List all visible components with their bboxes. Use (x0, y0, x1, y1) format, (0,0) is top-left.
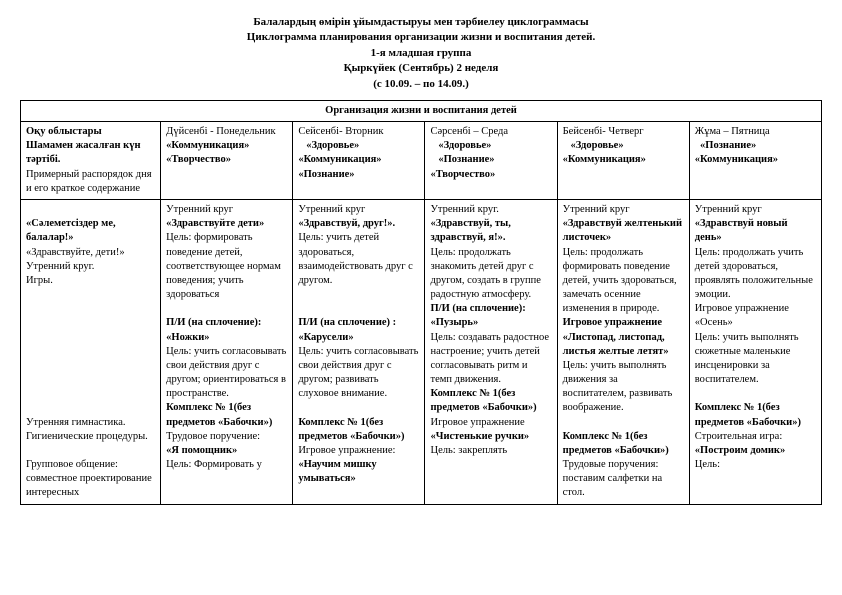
mon-a: Утренний круг (166, 204, 233, 215)
tue-c: Цель: учить детей здороваться, взаимодей… (298, 232, 413, 286)
header-line-3: 1-я младшая группа (20, 46, 822, 61)
thu-f: Цель: учить выполнять движения за воспит… (563, 360, 673, 414)
tue-title: Сейсенбі- Вторник (298, 126, 383, 137)
thu-d2: «Коммуникация» (563, 154, 646, 165)
org-title: Организация жизни и воспитания детей (21, 100, 822, 121)
schedule-table: Организация жизни и воспитания детей Оқу… (20, 100, 822, 505)
mon-e: «Ножки» (166, 332, 209, 343)
left-p2: «Здравствуйте, дети!» (26, 247, 125, 258)
col-header-tue: Сейсенбі- Вторник «Здоровье» «Коммуникац… (293, 122, 425, 200)
wed-g: Комплекс № 1(без предметов «Бабочки») (430, 388, 536, 413)
tue-d3: «Познание» (298, 169, 354, 180)
wed-j: Цель: закреплять (430, 445, 507, 456)
thu-g: Комплекс № 1(без предметов «Бабочки») (563, 431, 669, 456)
fri-g: Комплекс № 1(без предметов «Бабочки») (695, 402, 801, 427)
mon-c: Цель: формировать поведение детей, соотв… (166, 232, 281, 300)
header-line-4: Қыркүйек (Сентябрь) 2 неделя (20, 61, 822, 76)
mon-f: Цель: учить согласовывать свои действия … (166, 346, 286, 400)
col-header-fri: Жұма – Пятница «Познание» «Коммуникация» (689, 122, 821, 200)
left-p6: Гигиенические процедуры. (26, 431, 148, 442)
mon-j: Цель: Формировать у (166, 459, 262, 470)
thu-b: «Здравствуй желтенький листочек» (563, 218, 682, 243)
mon-g: Комплекс № 1(без предметов «Бабочки») (166, 402, 272, 427)
wed-cell: Утренний круг. «Здравствуй, ты, здравств… (425, 199, 557, 504)
document-header: Балалардың өмірін ұйымдастыруы мен тәрби… (20, 15, 822, 92)
tue-f: Цель: учить согласовывать свои действия … (298, 346, 418, 400)
h3: Примерный распорядок дня и его краткое с… (26, 169, 152, 194)
wed-a: Утренний круг. (430, 204, 498, 215)
fri-a: Утренний круг (695, 204, 762, 215)
mon-d1: «Коммуникация» (166, 140, 249, 151)
wed-d: П/И (на сплочение): (430, 303, 525, 314)
col-header-wed: Сәрсенбі – Среда «Здоровье» «Познание» «… (425, 122, 557, 200)
wed-h: Игровое упражнение (430, 417, 524, 428)
wed-d1: «Здоровье» (438, 140, 491, 151)
fri-d1: «Познание» (700, 140, 756, 151)
thu-cell: Утренний круг «Здравствуй желтенький лис… (557, 199, 689, 504)
header-line-1: Балалардың өмірін ұйымдастыруы мен тәрби… (20, 15, 822, 30)
mon-title: Дүйсенбі - Понедельник (166, 126, 275, 137)
tue-e: «Карусели» (298, 332, 353, 343)
mon-d2: «Творчество» (166, 154, 231, 165)
wed-c: Цель: продолжать знакомить детей друг с … (430, 247, 540, 301)
mon-h: Трудовое поручение: (166, 431, 260, 442)
fri-title: Жұма – Пятница (695, 126, 770, 137)
left-p5: Утренняя гимнастика. (26, 417, 126, 428)
h2: Шамамен жасалған күн тәртібі. (26, 140, 141, 165)
tue-h: Игровое упражнение: (298, 445, 395, 456)
thu-h: Трудовые поручения: поставим салфетки на… (563, 459, 662, 498)
h1: Оқу облыстары (26, 126, 102, 137)
fri-j: Цель: (695, 459, 720, 470)
wed-e: «Пузырь» (430, 317, 478, 328)
thu-title: Бейсенбі- Четверг (563, 126, 644, 137)
wed-d2: «Познание» (438, 154, 494, 165)
header-line-5: (с 10.09. – по 14.09.) (20, 77, 822, 92)
fri-i: «Построим домик» (695, 445, 785, 456)
tue-g: Комплекс № 1(без предметов «Бабочки») (298, 417, 404, 442)
tue-i: «Научим мишку умываться» (298, 459, 376, 484)
thu-d: Игровое упражнение (563, 317, 662, 328)
wed-d3: «Творчество» (430, 169, 495, 180)
table-title-row: Организация жизни и воспитания детей (21, 100, 822, 121)
thu-c: Цель: продолжать формировать поведение д… (563, 247, 677, 315)
left-p4: Игры. (26, 275, 53, 286)
fri-d: Игровое упражнение «Осень» (695, 303, 789, 328)
tue-cell: Утренний круг «Здравствуй, друг!». Цель:… (293, 199, 425, 504)
col-header-thu: Бейсенбі- Четверг «Здоровье» «Коммуникац… (557, 122, 689, 200)
left-p1: «Сәлеметсіздер ме, балалар!» (26, 218, 116, 243)
wed-i: «Чистенькие ручки» (430, 431, 529, 442)
fri-h: Строительная игра: (695, 431, 782, 442)
fri-e: Цель: учить выполнять сюжетные маленькие… (695, 332, 799, 386)
mon-i: «Я помощник» (166, 445, 237, 456)
tue-d: П/И (на сплочение) : (298, 317, 396, 328)
header-row: Оқу облыстары Шамамен жасалған күн тәрті… (21, 122, 822, 200)
header-line-2: Циклограмма планирования организации жиз… (20, 30, 822, 45)
wed-b: «Здравствуй, ты, здравствуй, я!». (430, 218, 510, 243)
content-row: «Сәлеметсіздер ме, балалар!» «Здравствуй… (21, 199, 822, 504)
tue-a: Утренний круг (298, 204, 365, 215)
mon-cell: Утренний круг «Здравствуйте дети» Цель: … (161, 199, 293, 504)
mon-d: П/И (на сплочение): (166, 317, 261, 328)
fri-c: Цель: продолжать учить детей здороваться… (695, 247, 813, 301)
col-header-mon: Дүйсенбі - Понедельник «Коммуникация» «Т… (161, 122, 293, 200)
wed-title: Сәрсенбі – Среда (430, 126, 508, 137)
left-p3: Утренний круг. (26, 261, 94, 272)
thu-e: «Листопад, листопад, листья желтые летят… (563, 332, 669, 357)
col-header-activity: Оқу облыстары Шамамен жасалған күн тәрті… (21, 122, 161, 200)
tue-d1: «Здоровье» (306, 140, 359, 151)
left-col: «Сәлеметсіздер ме, балалар!» «Здравствуй… (21, 199, 161, 504)
fri-cell: Утренний круг «Здравствуй новый день» Це… (689, 199, 821, 504)
tue-d2: «Коммуникация» (298, 154, 381, 165)
mon-b: «Здравствуйте дети» (166, 218, 264, 229)
fri-d2: «Коммуникация» (695, 154, 778, 165)
fri-b: «Здравствуй новый день» (695, 218, 788, 243)
thu-d1: «Здоровье» (571, 140, 624, 151)
thu-a: Утренний круг (563, 204, 630, 215)
left-p7: Групповое общение: совместное проектиров… (26, 459, 152, 498)
tue-b: «Здравствуй, друг!». (298, 218, 395, 229)
wed-f: Цель: создавать радостное настроение; уч… (430, 332, 549, 386)
